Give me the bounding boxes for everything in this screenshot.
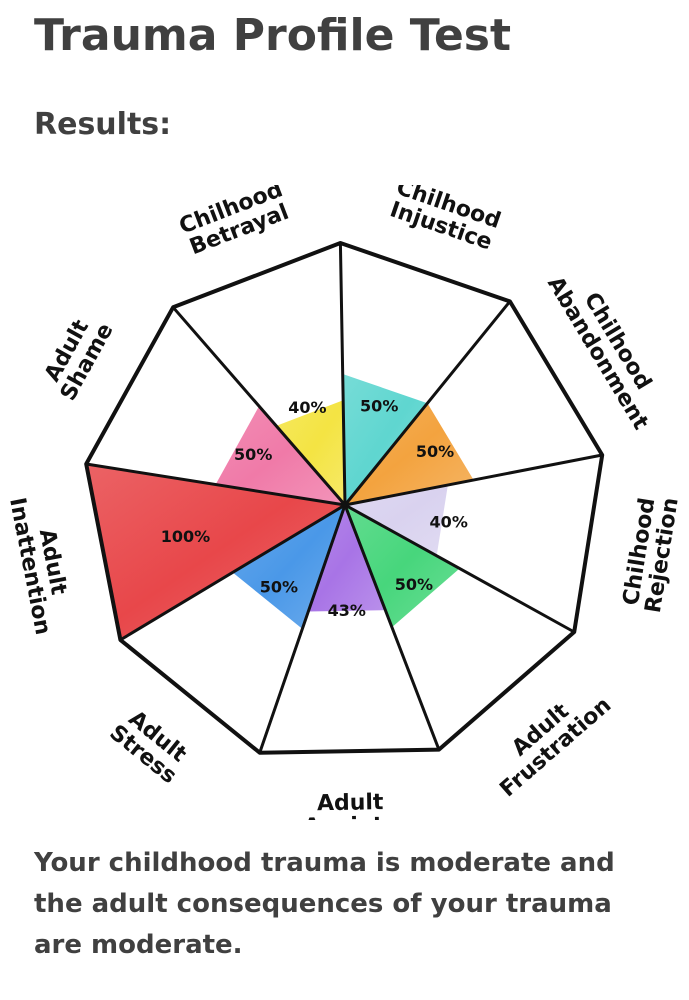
spoke-line (343, 503, 576, 634)
spoke-line (118, 503, 347, 642)
category-label-chilhood-rejection: ChilhoodRejection (618, 492, 684, 614)
value-label-chilhood-rejection: 40% (430, 512, 468, 531)
segment-fill-chilhood-injustice (342, 374, 428, 505)
spoke-line (343, 503, 441, 752)
spoke-line (171, 305, 347, 507)
category-label-adult-anxiety: AdultAnxiety (303, 790, 398, 820)
spoke-line (258, 503, 347, 755)
segment-fill-chilhood-betrayal (276, 400, 345, 505)
spoke-line (343, 453, 604, 507)
value-label-chilhood-injustice: 50% (360, 397, 398, 416)
trauma-radial-chart: 50% 50% 40% 50% 43% 50% 100% 50% 40% ChilhoodInj… (4, 185, 684, 820)
value-label-adult-anxiety: 43% (328, 601, 366, 620)
results-heading: Results: (34, 107, 172, 142)
chart-outline (84, 241, 605, 755)
value-label-chilhood-abandonment: 50% (416, 442, 454, 461)
category-label-adult-inattention: AdultInattention (4, 491, 78, 637)
segment-fill-adult-shame (215, 406, 345, 505)
result-summary: Your childhood trauma is moderate and th… (34, 848, 615, 960)
category-label-adult-shame: AdultShame (36, 308, 119, 405)
segment-fill-chilhood-rejection (345, 485, 448, 556)
segment-fill-adult-frustration (345, 505, 460, 628)
category-label-adult-stress: AdultStress (105, 702, 196, 789)
value-label-adult-stress: 50% (260, 578, 298, 597)
segment-fill-adult-stress (232, 505, 345, 629)
segment-fill-adult-inattention (86, 464, 346, 640)
segment-fill-adult-anxiety (308, 505, 386, 612)
spoke-line (84, 462, 347, 507)
value-label-chilhood-betrayal: 40% (288, 398, 326, 417)
category-label-chilhood-injustice: ChilhoodInjustice (386, 185, 504, 256)
category-label-chilhood-betrayal: ChilhoodBetrayal (176, 185, 295, 261)
value-label-adult-inattention: 100% (161, 527, 210, 546)
page-title: Trauma Profile Test (34, 10, 512, 61)
value-label-adult-shame: 50% (234, 445, 272, 464)
spoke-line (338, 241, 347, 507)
segment-fill-chilhood-abandonment (345, 403, 474, 505)
spoke-line (343, 299, 512, 507)
value-label-adult-frustration: 50% (395, 575, 433, 594)
